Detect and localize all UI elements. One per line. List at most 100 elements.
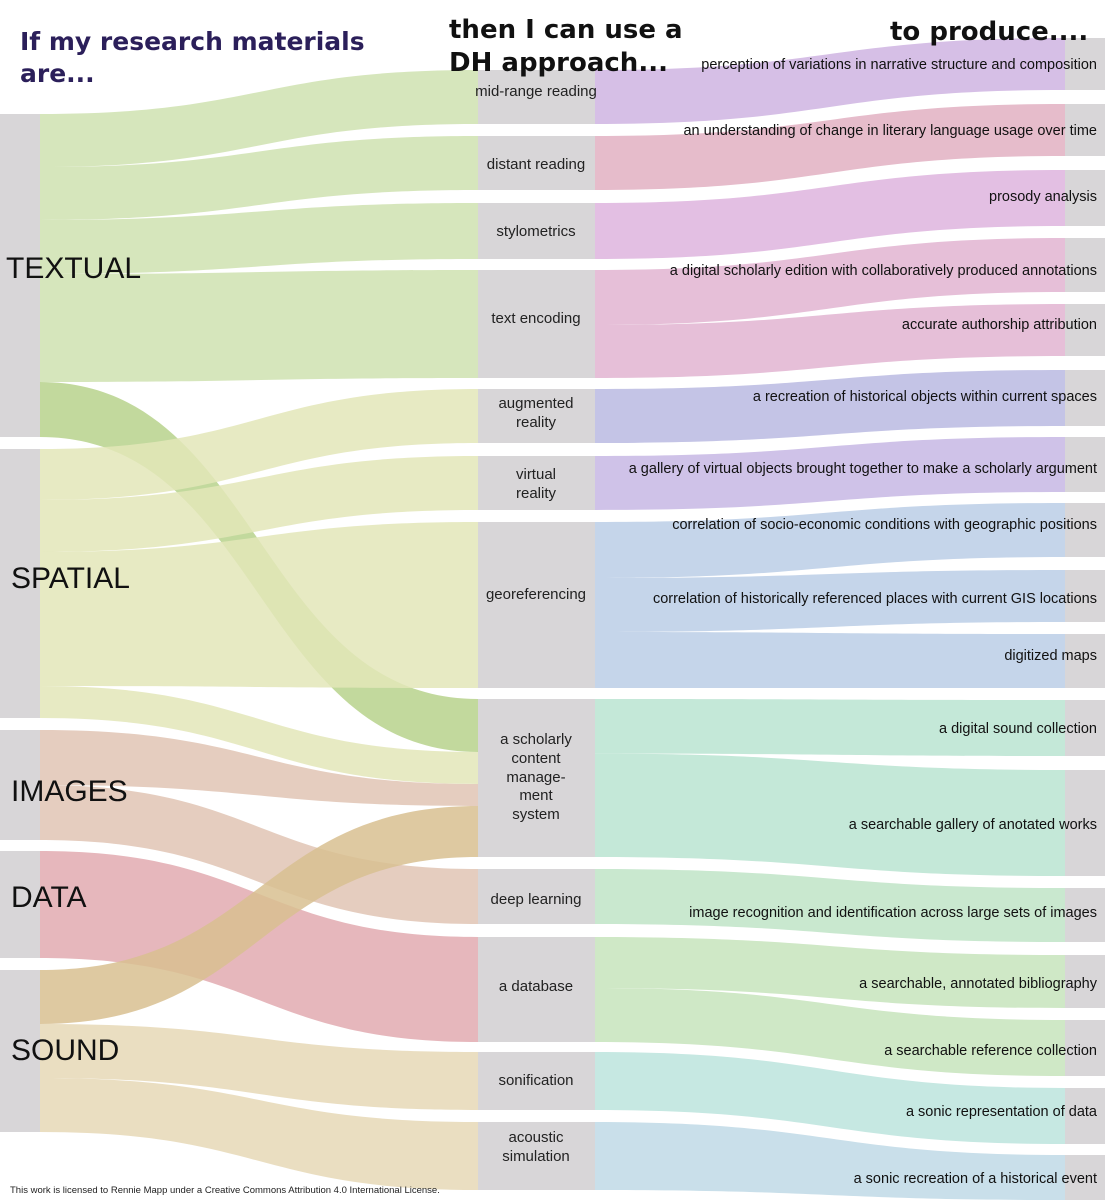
right-header: to produce.... [890,17,1088,47]
flow-textual-distant [40,136,478,220]
approach-label-scms: content [511,750,561,767]
flow-scms-o12 [595,753,1065,876]
output-node-o4 [1065,238,1105,292]
output-node-o11 [1065,700,1105,756]
approach-label-deeplearning: deep learning [491,891,582,908]
output-node-o7 [1065,437,1105,492]
flow-deeplearning-o13 [595,869,1065,942]
approach-label-stylometrics: stylometrics [496,223,575,240]
approach-node-ar [478,389,595,443]
flow-textual-midrange [40,70,478,167]
flow-database-o14 [595,937,1065,1008]
approach-label-midrange: mid-range reading [475,83,597,100]
approach-label-scms: manage- [506,769,565,786]
source-label-images: IMAGES [11,775,128,808]
approach-node-deeplearning [478,869,595,924]
flow-spatial-ar [40,389,478,500]
flow-ar-o6 [595,370,1065,443]
flow-textenc-o5 [595,304,1065,378]
approach-label-acoustic: simulation [502,1148,570,1165]
approach-node-acoustic [478,1122,595,1190]
output-label-o11: a digital sound collection [939,721,1097,737]
approach-node-stylometrics [478,203,595,259]
output-node-o12 [1065,770,1105,876]
labels: TEXTUAL SPATIAL IMAGES DATA SOUND mid-range r… [6,57,1098,1187]
flow-spatial-georef [40,522,478,688]
flow-sound-acoustic [40,1078,478,1190]
license-footer: This work is licensed to Rennie Mapp und… [10,1185,440,1196]
approach-label-acoustic: acoustic [508,1129,564,1146]
flow-georef-o9 [595,570,1065,632]
output-node-o2 [1065,104,1105,156]
approach-label-database: a database [499,978,573,995]
approach-node-textenc [478,270,595,378]
approach-label-georef: georeferencing [486,586,586,603]
output-label-o15: a searchable reference collection [884,1043,1097,1059]
flow-sound-sonification [40,1024,478,1110]
output-label-o3: prosody analysis [989,189,1097,205]
flow-database-o15 [595,988,1065,1076]
flow-vr-o7 [595,437,1065,510]
approach-label-ar: reality [516,414,557,431]
source-node-data [0,851,40,958]
flow-midrange-o1 [595,38,1065,124]
flow-sonification-o16 [595,1052,1065,1144]
nodes [0,38,1105,1200]
source-approach-flows [40,70,478,1190]
approach-node-georef [478,522,595,688]
approach-label-scms: ment [519,787,553,804]
output-node-o9 [1065,570,1105,622]
source-label-textual: TEXTUAL [6,252,141,285]
approach-label-scms: system [512,806,560,823]
source-node-sound [0,970,40,1132]
middle-header-line1: then I can use a [449,15,683,45]
output-node-o16 [1065,1088,1105,1144]
output-label-o2: an understanding of change in literary l… [683,123,1097,139]
output-label-o10: digitized maps [1004,648,1097,664]
output-label-o13: image recognition and identification acr… [689,905,1097,921]
output-label-o5: accurate authorship attribution [902,317,1097,333]
source-node-spatial [0,449,40,718]
output-node-o14 [1065,955,1105,1008]
source-label-sound: SOUND [11,1034,119,1067]
approach-label-vr: reality [516,485,557,502]
flow-textenc-o4 [595,238,1065,326]
output-label-o14: a searchable, annotated bibliography [859,976,1098,992]
flow-georef-o8 [595,503,1065,579]
output-node-o5 [1065,304,1105,356]
output-label-o8: correlation of socio-economic conditions… [672,517,1097,533]
flow-textual-stylometrics [40,203,478,274]
output-label-o1: perception of variations in narrative st… [701,57,1097,73]
flow-images-scms [40,730,478,806]
output-label-o16: a sonic representation of data [906,1104,1098,1120]
output-node-o6 [1065,370,1105,426]
flow-images-deeplearning [40,785,478,924]
output-label-o4: a digital scholarly edition with collabo… [670,263,1097,279]
approach-node-scms [478,699,595,857]
flow-acoustic-o17 [595,1122,1065,1200]
output-node-o3 [1065,170,1105,226]
flow-sound-scms [40,806,478,1024]
flow-spatial-vr [40,456,478,552]
flow-distant-o2 [595,104,1065,190]
output-label-o9: correlation of historically referenced p… [653,591,1097,607]
output-label-o7: a gallery of virtual objects brought tog… [629,461,1097,477]
flow-georef-o10 [595,631,1065,688]
flow-textual-textenc [40,270,478,382]
source-node-textual [0,114,40,437]
approach-label-sonification: sonification [498,1072,573,1089]
output-node-o8 [1065,503,1105,557]
approach-label-distant: distant reading [487,156,585,173]
output-node-o17 [1065,1155,1105,1200]
output-node-o15 [1065,1020,1105,1076]
output-node-o10 [1065,634,1105,688]
output-label-o12: a searchable gallery of anotated works [849,817,1097,833]
source-node-images [0,730,40,840]
approach-label-textenc: text encoding [491,310,580,327]
flow-scms-o11 [595,699,1065,756]
left-header-line2: are... [20,59,95,88]
source-label-spatial: SPATIAL [11,562,130,595]
output-label-o6: a recreation of historical objects withi… [753,389,1097,405]
approach-label-vr: virtual [516,466,556,483]
output-node-o1 [1065,38,1105,90]
